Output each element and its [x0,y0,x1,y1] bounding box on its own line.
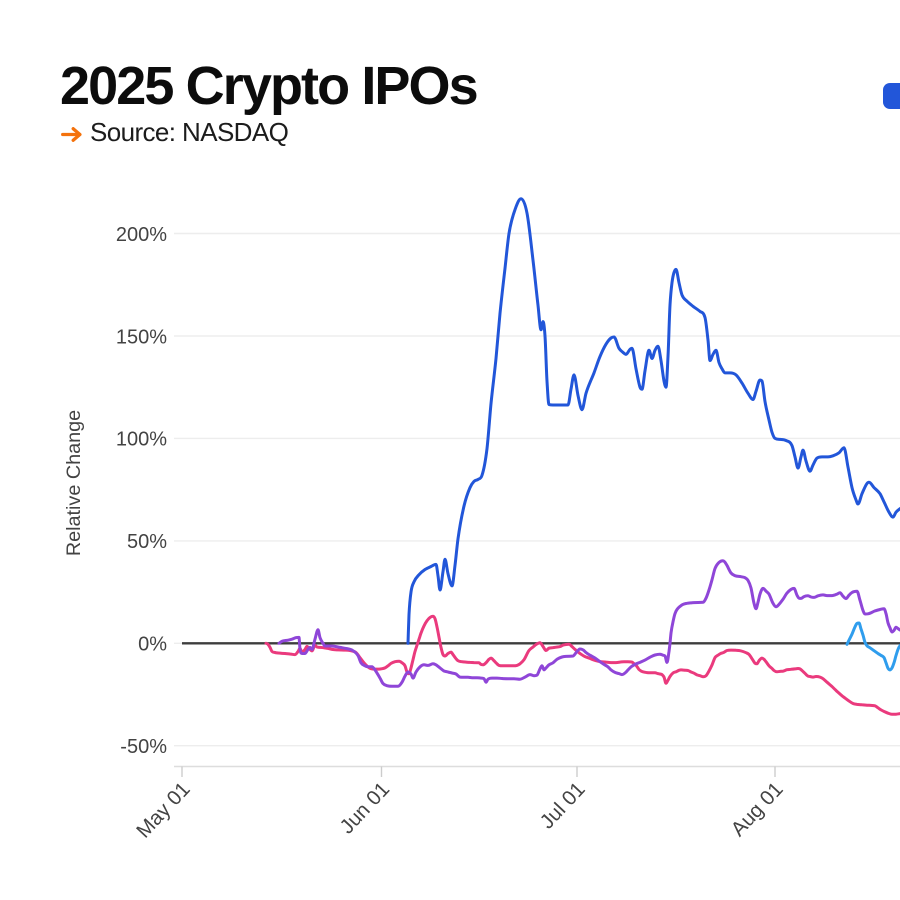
svg-text:May 01: May 01 [132,778,195,843]
svg-text:100%: 100% [116,429,167,451]
svg-text:200%: 200% [116,224,167,246]
svg-text:Relative Change: Relative Change [63,410,85,556]
svg-text:Jul 01: Jul 01 [536,778,590,834]
svg-text:Aug 01: Aug 01 [727,778,788,841]
svg-text:-50%: -50% [120,736,167,758]
svg-text:Jun 01: Jun 01 [335,778,394,839]
svg-text:50%: 50% [127,531,167,553]
svg-text:150%: 150% [116,326,167,348]
svg-text:0%: 0% [138,634,167,656]
